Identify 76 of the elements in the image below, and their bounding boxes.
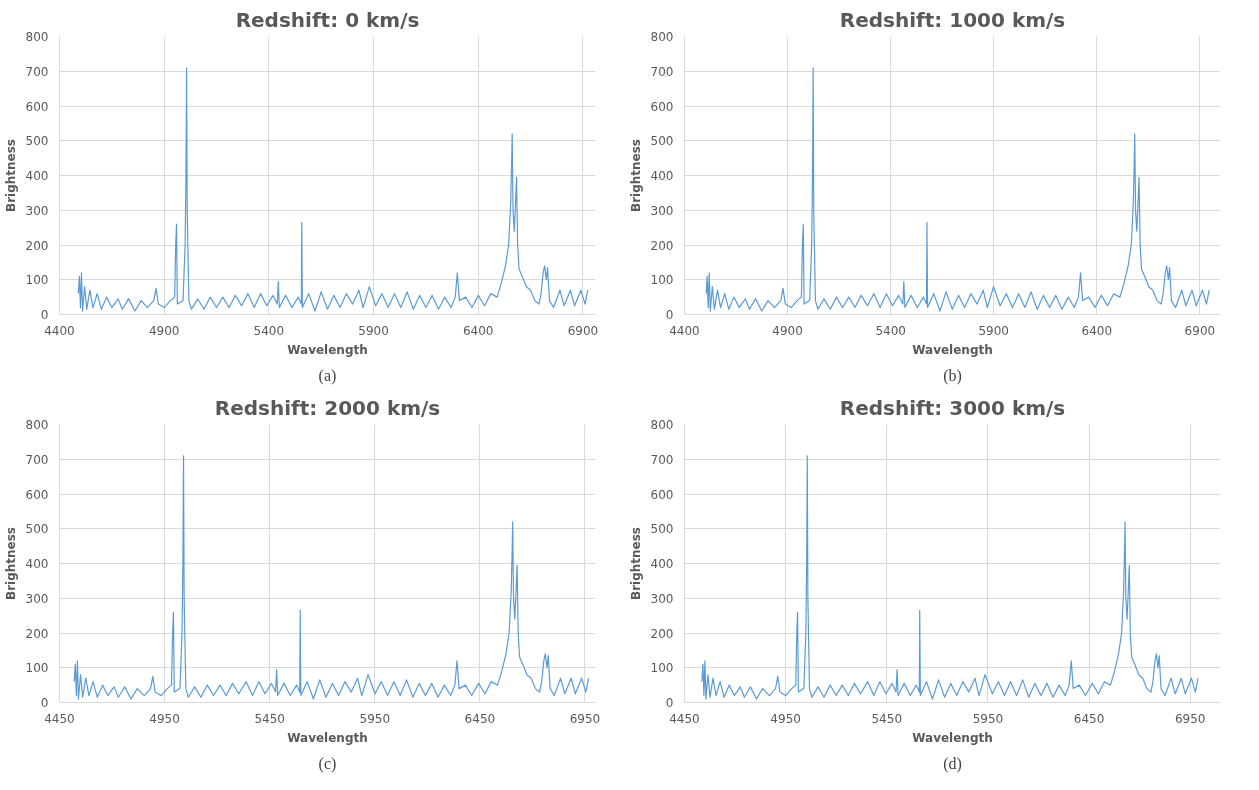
x-tick-label: 6900 (1184, 323, 1216, 338)
y-tick-label: 600 (650, 487, 674, 502)
y-tick-label: 400 (650, 557, 674, 571)
y-tick-label: 800 (25, 30, 49, 44)
x-tick-label: 5900 (978, 323, 1010, 338)
y-tick-label: 600 (650, 99, 674, 114)
x-tick-label: 6900 (567, 323, 599, 338)
x-tick-label: 6450 (464, 711, 496, 726)
y-tick-label: 800 (25, 418, 49, 432)
y-tick-label: 800 (650, 418, 674, 432)
y-tick-label: 0 (40, 696, 49, 710)
x-tick-label: 5400 (875, 323, 906, 338)
x-tick-label: 4950 (770, 711, 801, 726)
x-tick-label: 4950 (149, 711, 180, 726)
x-tick-label: 4900 (148, 323, 180, 338)
y-tick-label: 400 (25, 169, 49, 183)
x-tick-label: 4450 (44, 711, 75, 726)
y-tick-label: 100 (650, 661, 674, 676)
y-tick-label: 700 (25, 64, 49, 79)
y-tick-label: 700 (650, 64, 674, 79)
y-tick-label: 500 (650, 522, 674, 537)
x-tick-label: 6950 (1174, 711, 1206, 726)
y-tick-label: 200 (650, 626, 674, 641)
x-tick-label: 5450 (254, 711, 285, 726)
text: (a) (318, 366, 337, 385)
y-tick-label: 300 (25, 591, 49, 606)
y-tick-label: 100 (25, 661, 49, 676)
x-tick-label: 4900 (772, 323, 803, 338)
x-tick-label: 5450 (871, 711, 903, 726)
y-tick-label: 400 (650, 169, 674, 183)
x-axis-title: Wavelength (287, 730, 368, 745)
x-axis-title: Wavelength (912, 342, 993, 357)
x-tick-label: 5950 (359, 711, 391, 726)
x-axis-title: Wavelength (912, 730, 993, 745)
chart-title: Redshift: 0 km/s (235, 7, 420, 32)
y-tick-label: 500 (25, 522, 49, 537)
y-tick-label: 0 (40, 308, 49, 322)
x-axis-title: Wavelength (287, 342, 368, 357)
y-tick-label: 700 (650, 452, 674, 467)
y-axis-title: Brightness (628, 138, 643, 213)
y-tick-label: 600 (25, 487, 49, 502)
y-tick-label: 500 (25, 134, 49, 149)
x-tick-label: 6400 (462, 323, 494, 338)
x-tick-label: 4450 (669, 711, 700, 726)
y-axis-title: Brightness (3, 526, 18, 601)
x-tick-label: 5950 (972, 711, 1004, 726)
y-tick-label: 700 (25, 452, 49, 467)
text: (b) (943, 366, 962, 385)
y-tick-label: 100 (650, 273, 674, 288)
x-tick-label: 5900 (358, 323, 389, 338)
x-tick-label: 4400 (44, 323, 75, 338)
y-tick-label: 300 (25, 203, 49, 218)
chart-title: Redshift: 2000 km/s (214, 395, 441, 420)
x-tick-label: 6450 (1073, 711, 1105, 726)
y-tick-label: 800 (650, 30, 674, 44)
x-tick-label: 6950 (569, 711, 601, 726)
y-tick-label: 0 (665, 308, 674, 322)
x-tick-label: 5400 (253, 323, 285, 338)
y-tick-label: 200 (25, 626, 49, 641)
y-tick-label: 200 (25, 238, 49, 253)
y-tick-label: 400 (25, 557, 49, 571)
y-tick-label: 300 (650, 591, 674, 606)
y-axis-title: Brightness (628, 526, 643, 601)
y-axis-title: Brightness (3, 138, 18, 213)
y-tick-label: 300 (650, 203, 674, 218)
text: (d) (943, 754, 962, 773)
x-tick-label: 4400 (669, 323, 700, 338)
y-tick-label: 0 (665, 696, 674, 710)
y-tick-label: 500 (650, 134, 674, 149)
x-tick-label: 6400 (1081, 323, 1113, 338)
chart-title: Redshift: 1000 km/s (839, 7, 1066, 32)
y-tick-label: 200 (650, 238, 674, 253)
y-tick-label: 600 (25, 99, 49, 114)
text: (c) (318, 754, 337, 773)
chart-title: Redshift: 3000 km/s (839, 395, 1066, 420)
y-tick-label: 100 (25, 273, 49, 288)
